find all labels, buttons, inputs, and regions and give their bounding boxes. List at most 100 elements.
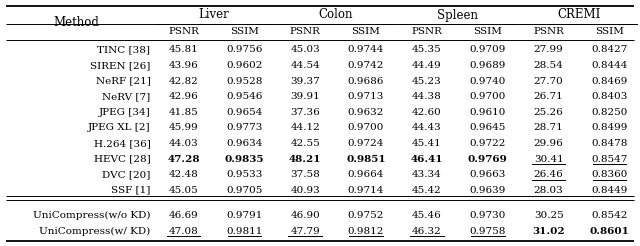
Text: PSNR: PSNR [533, 27, 564, 35]
Text: 28.54: 28.54 [534, 61, 564, 70]
Text: 30.25: 30.25 [534, 211, 564, 219]
Text: 45.23: 45.23 [412, 77, 442, 86]
Text: SIREN [26]: SIREN [26] [90, 61, 150, 70]
Text: 44.43: 44.43 [412, 123, 442, 132]
Text: Liver: Liver [198, 9, 229, 21]
Text: UniCompress(w/ KD): UniCompress(w/ KD) [39, 226, 150, 236]
Text: 45.05: 45.05 [168, 186, 198, 195]
Text: 31.02: 31.02 [532, 227, 565, 235]
Text: SSIM: SSIM [351, 27, 381, 35]
Text: 25.26: 25.26 [534, 108, 564, 117]
Text: CREMI: CREMI [557, 9, 601, 21]
Text: 47.28: 47.28 [167, 154, 200, 164]
Text: HEVC [28]: HEVC [28] [93, 154, 150, 164]
Text: 0.8601: 0.8601 [589, 227, 630, 235]
Text: 0.9663: 0.9663 [470, 170, 506, 179]
Text: SSIM: SSIM [595, 27, 624, 35]
Text: NeRV [7]: NeRV [7] [102, 92, 150, 101]
Text: 46.69: 46.69 [168, 211, 198, 219]
Text: 42.55: 42.55 [291, 139, 320, 148]
Text: 43.96: 43.96 [168, 61, 198, 70]
Text: 0.8478: 0.8478 [591, 139, 628, 148]
Text: 37.36: 37.36 [291, 108, 320, 117]
Text: 0.9722: 0.9722 [470, 139, 506, 148]
Text: 0.9645: 0.9645 [470, 123, 506, 132]
Text: 27.70: 27.70 [534, 77, 564, 86]
Text: 0.9730: 0.9730 [470, 211, 506, 219]
Text: 0.9639: 0.9639 [470, 186, 506, 195]
Text: 0.9756: 0.9756 [226, 45, 262, 54]
Text: SSF [1]: SSF [1] [111, 186, 150, 195]
Text: 45.81: 45.81 [168, 45, 198, 54]
Text: 42.82: 42.82 [168, 77, 198, 86]
Text: 0.9689: 0.9689 [470, 61, 506, 70]
Text: 39.91: 39.91 [291, 92, 320, 101]
Text: 47.08: 47.08 [168, 227, 198, 235]
Text: 26.71: 26.71 [534, 92, 564, 101]
Text: NeRF [21]: NeRF [21] [95, 77, 150, 86]
Text: 45.99: 45.99 [168, 123, 198, 132]
Text: 0.8499: 0.8499 [591, 123, 628, 132]
Text: UniCompress(w/o KD): UniCompress(w/o KD) [33, 210, 150, 220]
Text: 0.8250: 0.8250 [591, 108, 628, 117]
Text: 0.9709: 0.9709 [470, 45, 506, 54]
Text: 0.9851: 0.9851 [346, 154, 386, 164]
Text: 42.60: 42.60 [412, 108, 442, 117]
Text: 0.9686: 0.9686 [348, 77, 384, 86]
Text: 0.9742: 0.9742 [348, 61, 384, 70]
Text: 0.9835: 0.9835 [225, 154, 264, 164]
Text: 45.41: 45.41 [412, 139, 442, 148]
Text: 0.9664: 0.9664 [348, 170, 384, 179]
Text: PSNR: PSNR [290, 27, 321, 35]
Text: SSIM: SSIM [230, 27, 259, 35]
Text: 0.9602: 0.9602 [226, 61, 262, 70]
Text: Method: Method [54, 16, 99, 30]
Text: 0.8403: 0.8403 [591, 92, 628, 101]
Text: 0.9546: 0.9546 [226, 92, 262, 101]
Text: 0.8360: 0.8360 [591, 170, 628, 179]
Text: 39.37: 39.37 [291, 77, 320, 86]
Text: 45.03: 45.03 [291, 45, 320, 54]
Text: 0.9752: 0.9752 [348, 211, 384, 219]
Text: 27.99: 27.99 [534, 45, 564, 54]
Text: 0.9758: 0.9758 [470, 227, 506, 235]
Text: 0.9713: 0.9713 [348, 92, 384, 101]
Text: 40.93: 40.93 [291, 186, 320, 195]
Text: 0.8542: 0.8542 [591, 211, 628, 219]
Text: 37.58: 37.58 [291, 170, 320, 179]
Text: 46.90: 46.90 [291, 211, 320, 219]
Text: 44.03: 44.03 [168, 139, 198, 148]
Text: 26.46: 26.46 [534, 170, 564, 179]
Text: Spleen: Spleen [437, 9, 478, 21]
Text: 0.9769: 0.9769 [468, 154, 508, 164]
Text: PSNR: PSNR [168, 27, 199, 35]
Text: 44.49: 44.49 [412, 61, 442, 70]
Text: 42.48: 42.48 [168, 170, 198, 179]
Text: Colon: Colon [318, 9, 353, 21]
Text: 0.9812: 0.9812 [348, 227, 384, 235]
Text: 0.9744: 0.9744 [348, 45, 384, 54]
Text: 44.54: 44.54 [291, 61, 320, 70]
Text: DVC [20]: DVC [20] [102, 170, 150, 179]
Text: H.264 [36]: H.264 [36] [93, 139, 150, 148]
Text: PSNR: PSNR [412, 27, 442, 35]
Text: JPEG [34]: JPEG [34] [99, 108, 150, 117]
Text: 0.9773: 0.9773 [226, 123, 262, 132]
Text: 0.8444: 0.8444 [591, 61, 628, 70]
Text: 46.32: 46.32 [412, 227, 442, 235]
Text: 28.71: 28.71 [534, 123, 564, 132]
Text: 44.38: 44.38 [412, 92, 442, 101]
Text: 0.8547: 0.8547 [591, 154, 628, 164]
Text: 41.85: 41.85 [168, 108, 198, 117]
Text: 0.9724: 0.9724 [348, 139, 384, 148]
Text: 0.9528: 0.9528 [226, 77, 262, 86]
Text: 45.42: 45.42 [412, 186, 442, 195]
Text: 0.9700: 0.9700 [348, 123, 384, 132]
Text: 0.9811: 0.9811 [226, 227, 262, 235]
Text: 29.96: 29.96 [534, 139, 564, 148]
Text: 43.34: 43.34 [412, 170, 442, 179]
Text: 45.46: 45.46 [412, 211, 442, 219]
Text: 0.9632: 0.9632 [348, 108, 384, 117]
Text: 48.21: 48.21 [289, 154, 321, 164]
Text: 42.96: 42.96 [168, 92, 198, 101]
